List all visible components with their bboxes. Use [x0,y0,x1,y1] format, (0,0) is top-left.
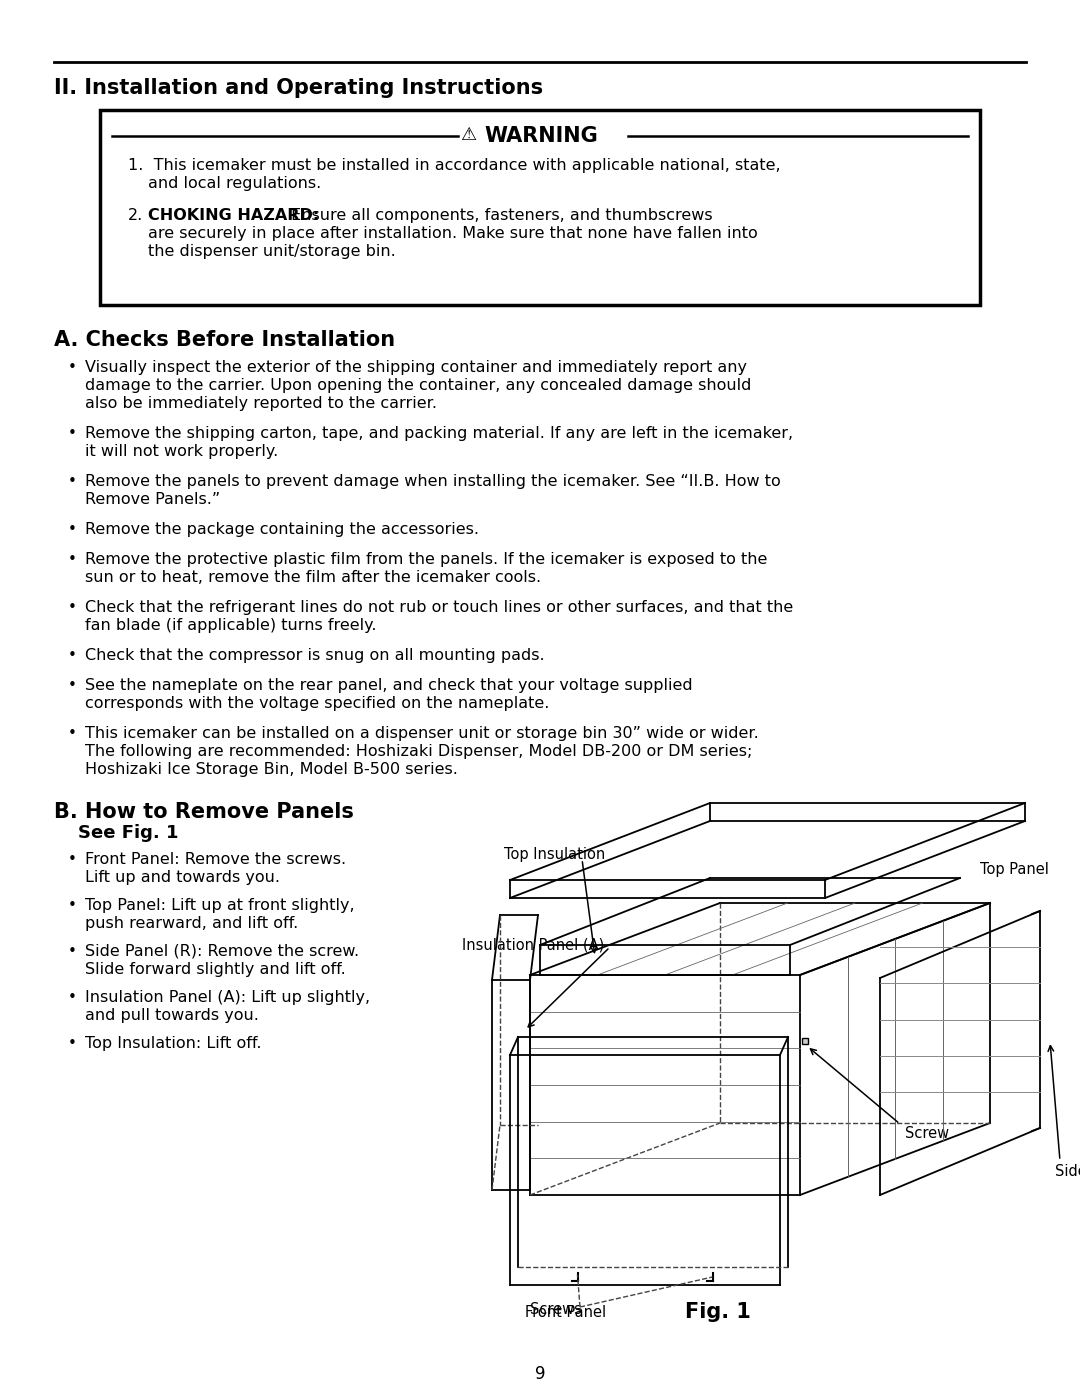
Text: •: • [68,990,77,1004]
Text: Slide forward slightly and lift off.: Slide forward slightly and lift off. [85,963,346,977]
Text: Remove Panels.”: Remove Panels.” [85,492,220,507]
Text: Top Panel: Lift up at front slightly,: Top Panel: Lift up at front slightly, [85,898,354,914]
Text: Hoshizaki Ice Storage Bin, Model B-500 series.: Hoshizaki Ice Storage Bin, Model B-500 s… [85,761,458,777]
Text: 9: 9 [535,1365,545,1383]
Text: II. Installation and Operating Instructions: II. Installation and Operating Instructi… [54,78,543,98]
Text: Side Panel (R): Side Panel (R) [1055,1162,1080,1178]
Text: •: • [68,474,77,489]
Text: Check that the refrigerant lines do not rub or touch lines or other surfaces, an: Check that the refrigerant lines do not … [85,599,793,615]
Text: Insulation Panel (A): Insulation Panel (A) [462,937,604,951]
Text: it will not work properly.: it will not work properly. [85,444,279,460]
Text: Screws: Screws [530,1302,582,1317]
Text: Top Panel: Top Panel [980,862,1049,877]
Text: push rearward, and lift off.: push rearward, and lift off. [85,916,298,930]
Text: Check that the compressor is snug on all mounting pads.: Check that the compressor is snug on all… [85,648,544,664]
Text: damage to the carrier. Upon opening the container, any concealed damage should: damage to the carrier. Upon opening the … [85,379,752,393]
Text: •: • [68,552,77,567]
Text: A. Checks Before Installation: A. Checks Before Installation [54,330,395,351]
Text: Fig. 1: Fig. 1 [685,1302,751,1322]
Text: Visually inspect the exterior of the shipping container and immediately report a: Visually inspect the exterior of the shi… [85,360,747,374]
Text: the dispenser unit/storage bin.: the dispenser unit/storage bin. [148,244,395,258]
Text: are securely in place after installation. Make sure that none have fallen into: are securely in place after installation… [148,226,758,242]
Text: •: • [68,360,77,374]
Text: Front Panel: Front Panel [525,1305,606,1320]
Text: 1.  This icemaker must be installed in accordance with applicable national, stat: 1. This icemaker must be installed in ac… [129,158,781,173]
Text: 2.: 2. [129,208,144,224]
Text: Side Panel (R): Remove the screw.: Side Panel (R): Remove the screw. [85,944,360,958]
Text: This icemaker can be installed on a dispenser unit or storage bin 30” wide or wi: This icemaker can be installed on a disp… [85,726,759,740]
Text: fan blade (if applicable) turns freely.: fan blade (if applicable) turns freely. [85,617,377,633]
Text: corresponds with the voltage specified on the nameplate.: corresponds with the voltage specified o… [85,696,550,711]
Text: The following are recommended: Hoshizaki Dispenser, Model DB-200 or DM series;: The following are recommended: Hoshizaki… [85,745,753,759]
Text: ⚠: ⚠ [460,126,476,144]
Text: Lift up and towards you.: Lift up and towards you. [85,870,280,886]
Text: and local regulations.: and local regulations. [148,176,321,191]
Bar [100,110,980,305]
Text: •: • [68,678,77,693]
Text: Remove the package containing the accessories.: Remove the package containing the access… [85,522,480,536]
Text: CHOKING HAZARD:: CHOKING HAZARD: [148,208,320,224]
Text: •: • [68,898,77,914]
Text: sun or to heat, remove the film after the icemaker cools.: sun or to heat, remove the film after th… [85,570,541,585]
Text: and pull towards you.: and pull towards you. [85,1009,259,1023]
Text: •: • [68,852,77,868]
Text: See the nameplate on the rear panel, and check that your voltage supplied: See the nameplate on the rear panel, and… [85,678,692,693]
Text: Remove the protective plastic film from the panels. If the icemaker is exposed t: Remove the protective plastic film from … [85,552,768,567]
Text: Front Panel: Remove the screws.: Front Panel: Remove the screws. [85,852,346,868]
Text: Top Insulation: Lift off.: Top Insulation: Lift off. [85,1037,261,1051]
Text: •: • [68,426,77,441]
Text: •: • [68,522,77,536]
Text: Ensure all components, fasteners, and thumbscrews: Ensure all components, fasteners, and th… [286,208,713,224]
Text: •: • [68,1037,77,1051]
Text: Insulation Panel (A): Lift up slightly,: Insulation Panel (A): Lift up slightly, [85,990,370,1004]
Text: B. How to Remove Panels: B. How to Remove Panels [54,802,354,821]
Text: •: • [68,648,77,664]
Text: See Fig. 1: See Fig. 1 [78,824,178,842]
Text: Remove the shipping carton, tape, and packing material. If any are left in the i: Remove the shipping carton, tape, and pa… [85,426,793,441]
Text: also be immediately reported to the carrier.: also be immediately reported to the carr… [85,395,437,411]
Text: •: • [68,599,77,615]
Text: Remove the panels to prevent damage when installing the icemaker. See “II.B. How: Remove the panels to prevent damage when… [85,474,781,489]
Text: Screw: Screw [905,1126,949,1141]
Text: WARNING: WARNING [484,126,597,147]
Text: Top Insulation: Top Insulation [504,847,605,862]
Text: •: • [68,944,77,958]
Text: •: • [68,726,77,740]
